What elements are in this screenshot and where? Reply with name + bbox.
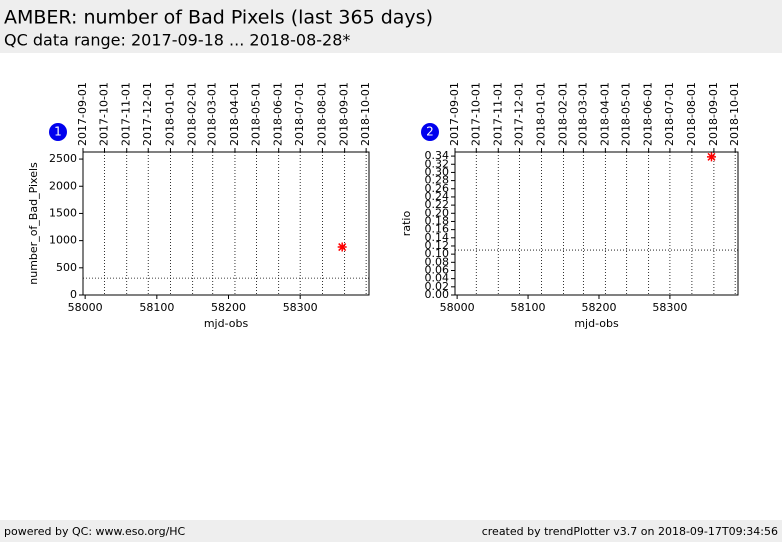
x2-tick-label: 2018-02-01 (557, 82, 570, 146)
x2-tick-label: 2018-08-01 (685, 82, 698, 146)
y-tick-label: 0.34 (425, 149, 450, 162)
y-tick-label: 1500 (49, 206, 77, 219)
x-tick-label: 58200 (581, 301, 616, 314)
x2-tick-label: 2017-10-01 (469, 82, 482, 146)
x2-tick-label: 2018-05-01 (620, 82, 633, 146)
x2-tick-label: 2018-01-01 (163, 82, 176, 146)
badge-label: 1 (54, 125, 62, 139)
x2-tick-label: 2017-09-01 (448, 82, 461, 146)
y-tick-label: 0.22 (425, 198, 450, 211)
x2-tick-label: 2017-09-01 (76, 82, 89, 146)
y-tick-label: 0.02 (425, 280, 450, 293)
x-axis-label: mjd-obs (574, 317, 619, 330)
x2-tick-label: 2017-12-01 (141, 82, 154, 146)
footer-left: powered by QC: www.eso.org/HC (4, 525, 186, 538)
y-tick-label: 0.04 (425, 272, 450, 285)
y-tick-label: 0.12 (425, 239, 450, 252)
x2-tick-label: 2018-05-01 (249, 82, 262, 146)
header-band (0, 0, 782, 53)
y-tick-label: 0.06 (425, 263, 450, 276)
x2-tick-label: 2018-01-01 (535, 82, 548, 146)
y-axis-label: number_of_Bad_Pixels (27, 162, 40, 285)
y-tick-label: 0.00 (425, 288, 450, 301)
x-tick-label: 58000 (440, 301, 475, 314)
y-tick-label: 0.26 (425, 182, 450, 195)
y-tick-label: 0.08 (425, 255, 450, 268)
y-tick-label: 0.14 (425, 231, 450, 244)
x-tick-label: 58100 (139, 301, 174, 314)
plot-frame (82, 151, 370, 296)
x2-tick-label: 2017-11-01 (491, 82, 504, 146)
y-tick-label: 0.20 (425, 206, 450, 219)
y-tick-label: 0 (70, 288, 77, 301)
y-tick-label: 2000 (49, 179, 77, 192)
x-tick-label: 58100 (511, 301, 546, 314)
x-tick-label: 58300 (652, 301, 687, 314)
x2-tick-label: 2018-07-01 (293, 82, 306, 146)
y-axis-label: ratio (400, 211, 413, 237)
data-point (706, 152, 716, 162)
y-tick-label: 2500 (49, 152, 77, 165)
y-tick-label: 0.10 (425, 247, 450, 260)
plot-frame (454, 151, 739, 296)
x2-tick-label: 2018-03-01 (206, 82, 219, 146)
x2-tick-label: 2018-04-01 (228, 82, 241, 146)
x-tick-label: 58300 (283, 301, 318, 314)
y-tick-label: 0.28 (425, 174, 450, 187)
x2-tick-label: 2018-02-01 (186, 82, 199, 146)
x2-tick-label: 2017-10-01 (98, 82, 111, 146)
y-tick-label: 0.24 (425, 190, 450, 203)
x2-tick-label: 2018-10-01 (728, 82, 741, 146)
x-axis-label: mjd-obs (204, 317, 249, 330)
badge-circle (49, 123, 67, 141)
x2-tick-label: 2017-12-01 (513, 82, 526, 146)
y-tick-label: 1000 (49, 234, 77, 247)
y-tick-label: 0.30 (425, 165, 450, 178)
x2-tick-label: 2018-09-01 (707, 82, 720, 146)
badge-circle (421, 123, 439, 141)
y-tick-label: 500 (56, 261, 77, 274)
footer-band (0, 520, 782, 542)
footer-right: created by trendPlotter v3.7 on 2018-09-… (482, 525, 778, 538)
x2-tick-label: 2018-04-01 (598, 82, 611, 146)
page-title: AMBER: number of Bad Pixels (last 365 da… (4, 7, 433, 29)
x-tick-label: 58200 (211, 301, 246, 314)
x-tick-label: 58000 (68, 301, 103, 314)
y-tick-label: 0.16 (425, 223, 450, 236)
x2-tick-label: 2018-09-01 (338, 82, 351, 146)
page-subtitle: QC data range: 2017-09-18 ... 2018-08-28… (4, 31, 350, 50)
x2-tick-label: 2017-11-01 (120, 82, 133, 146)
x2-tick-label: 2018-06-01 (272, 82, 285, 146)
x2-tick-label: 2018-07-01 (663, 82, 676, 146)
x2-tick-label: 2018-10-01 (359, 82, 372, 146)
x2-tick-label: 2018-06-01 (642, 82, 655, 146)
data-point (337, 242, 347, 252)
x2-tick-label: 2018-08-01 (315, 82, 328, 146)
y-tick-label: 0.32 (425, 157, 450, 170)
y-tick-label: 0.18 (425, 214, 450, 227)
x2-tick-label: 2018-03-01 (576, 82, 589, 146)
badge-label: 2 (426, 125, 434, 139)
